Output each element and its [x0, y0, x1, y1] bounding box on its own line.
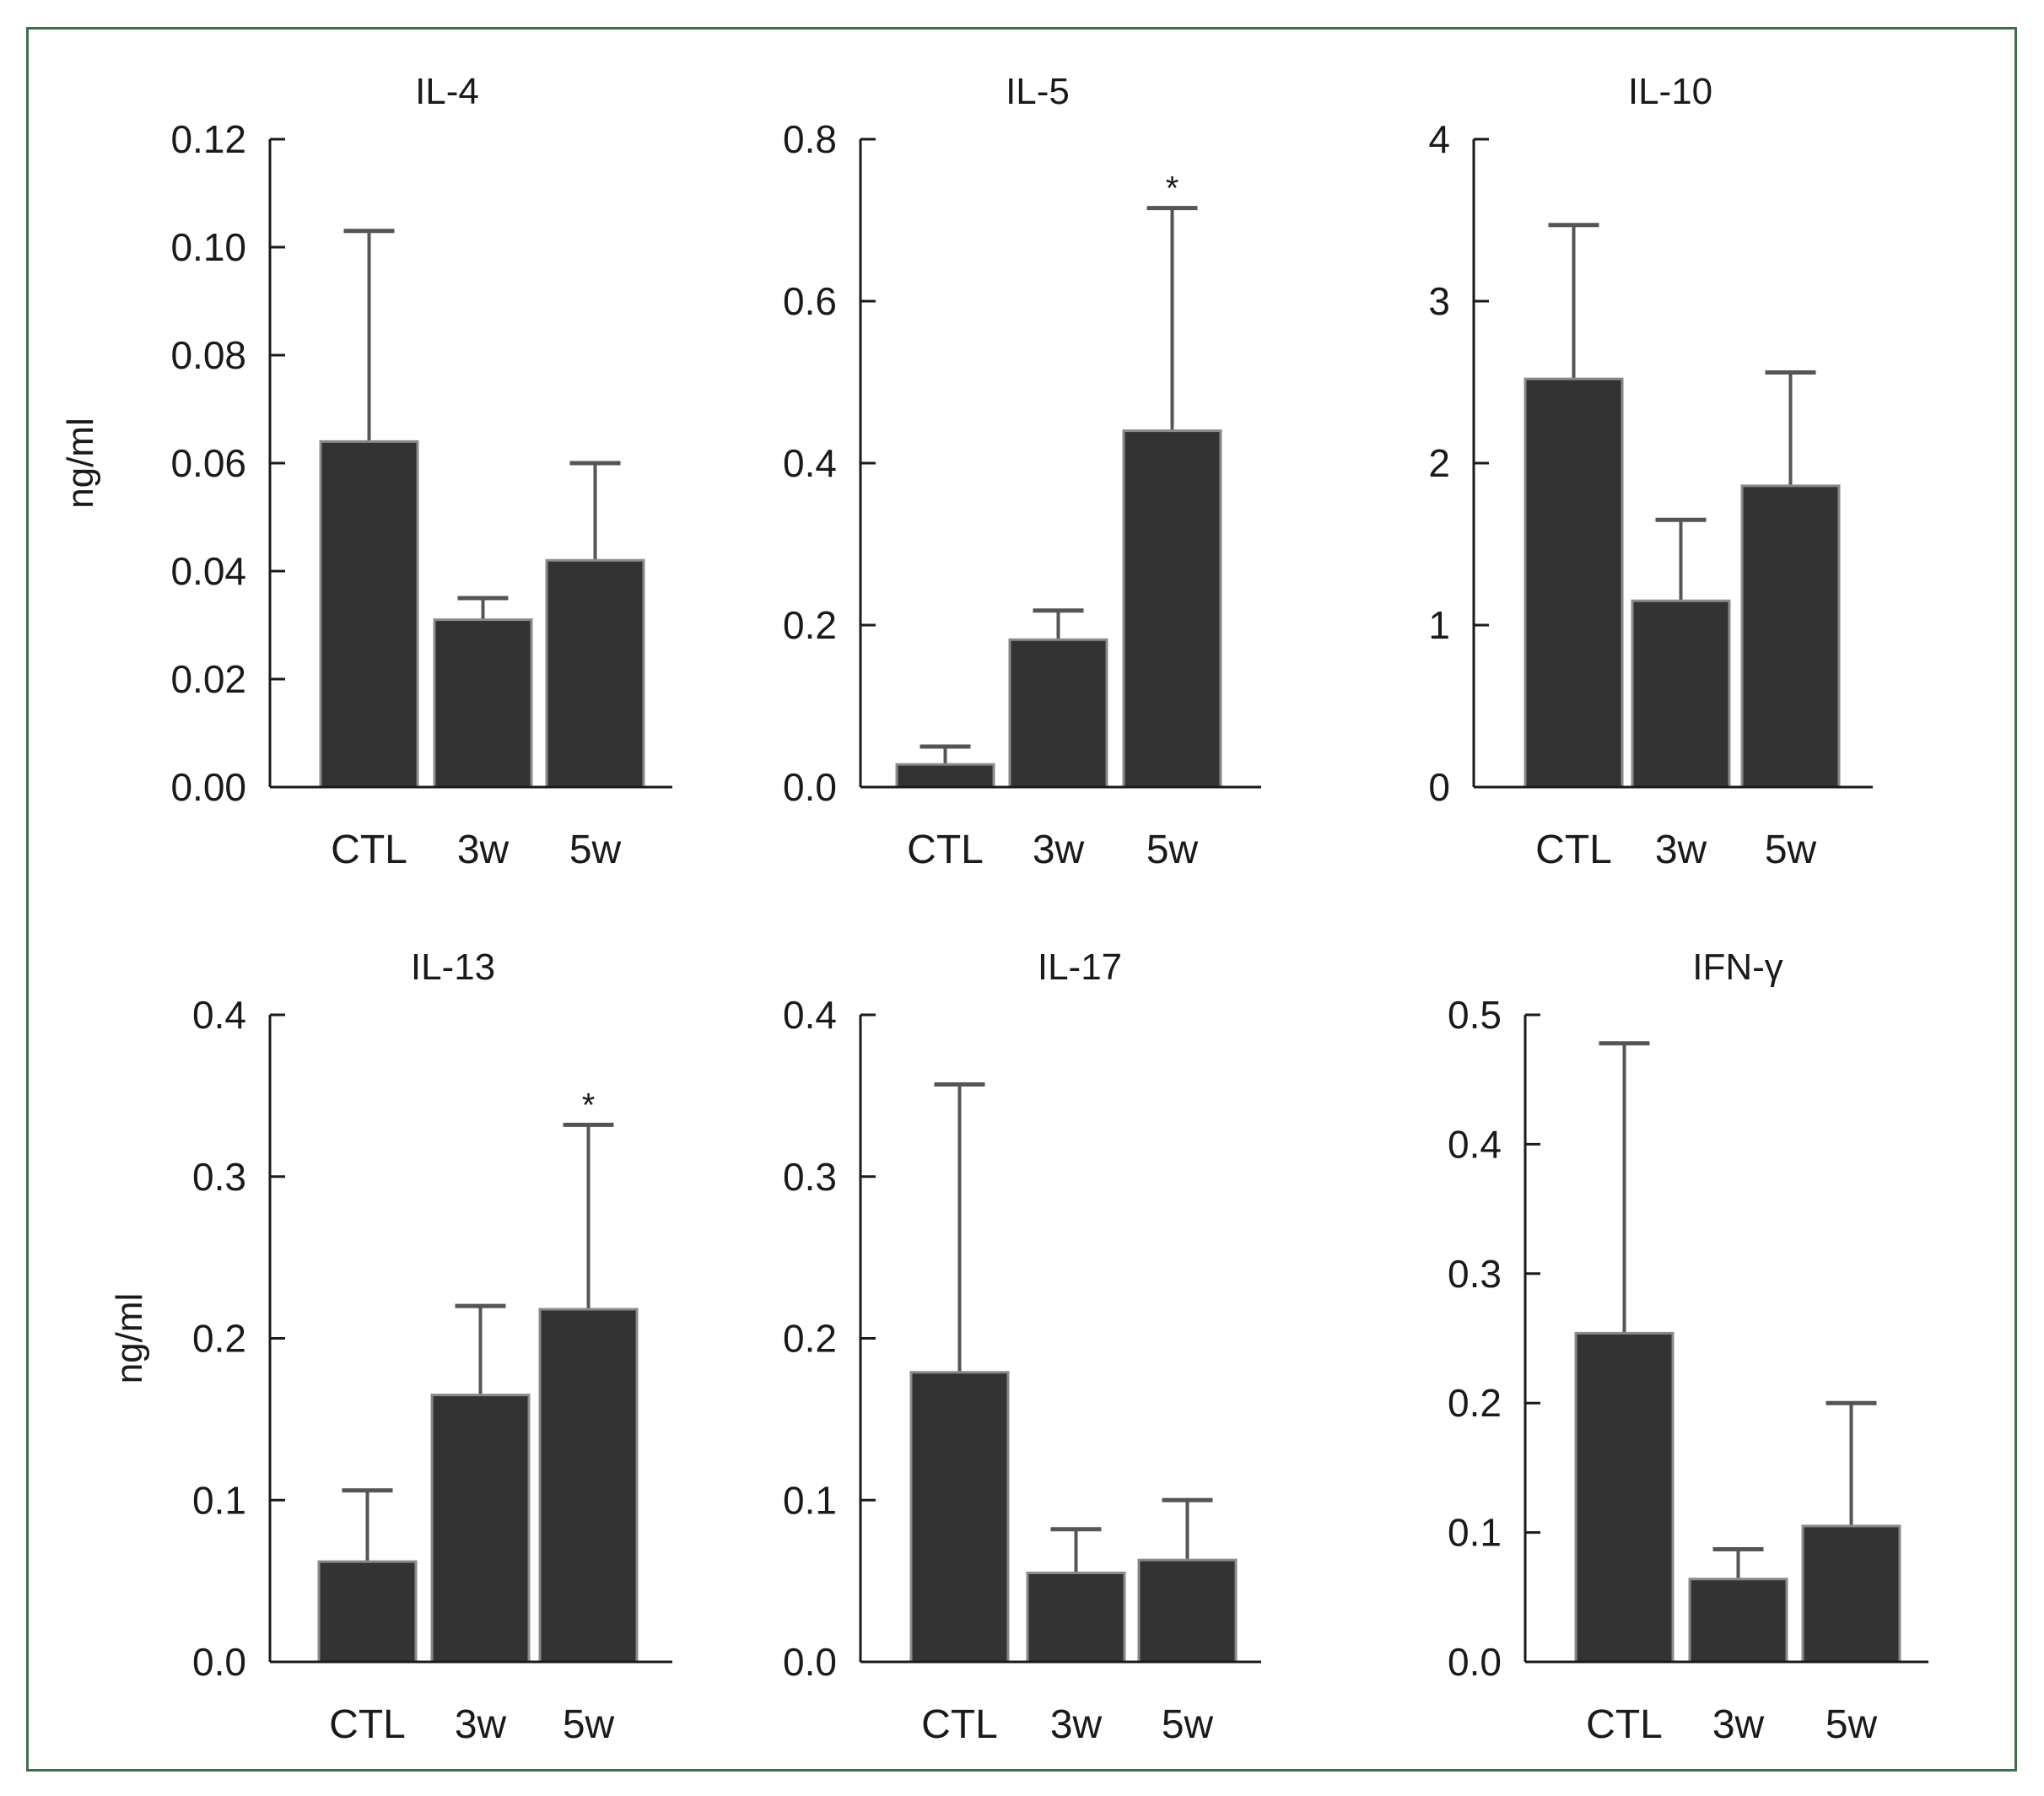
bar [1122, 429, 1222, 789]
chart-title: IL-17 [1038, 947, 1122, 988]
bar [1137, 1558, 1238, 1664]
panel-il-17: IL-17 CTL 3w 5w 0.0 0.1 0.2 0.3 0.4 [783, 947, 1261, 1747]
bar [538, 1308, 639, 1664]
chart-title: IFN-γ [1692, 947, 1783, 988]
y-tick-label: 3 [1428, 279, 1450, 323]
bar [1574, 1331, 1675, 1664]
y-tick-label: 0 [1428, 765, 1450, 809]
y-tick-label: 0.0 [783, 765, 837, 809]
y-tick-label: 0.08 [170, 333, 246, 377]
y-axis-label: ng/ml [60, 418, 101, 509]
bar [1631, 599, 1731, 789]
significance-marker: * [582, 1087, 596, 1124]
significance-marker: * [1166, 170, 1179, 208]
bar [433, 618, 533, 789]
x-tick-label: 5w [563, 1702, 615, 1747]
y-tick-label: 0.6 [783, 279, 837, 323]
y-tick-label: 0.0 [192, 1640, 246, 1684]
y-tick-label: 0.3 [192, 1155, 246, 1199]
y-tick-label: 0.4 [1448, 1122, 1502, 1166]
x-tick-label: CTL [907, 828, 984, 872]
y-tick-label: 0.4 [783, 441, 837, 485]
x-tick-label: 5w [1146, 828, 1199, 872]
y-tick-label: 0.0 [1448, 1640, 1502, 1684]
bar [895, 763, 995, 789]
x-tick-label: 5w [1162, 1702, 1214, 1747]
y-tick-label: 0.4 [192, 993, 246, 1037]
y-tick-label: 0.1 [783, 1478, 837, 1522]
figure-frame [26, 27, 2017, 1772]
x-tick-label: 3w [455, 1702, 507, 1747]
panel-il-10: IL-10 CTL 3w 5w 0 1 2 3 4 [1428, 71, 1873, 872]
x-tick-label: 3w [1033, 828, 1085, 872]
y-tick-label: 0.0 [783, 1640, 837, 1684]
x-tick-label: 5w [1826, 1702, 1878, 1747]
bar [430, 1394, 531, 1664]
bar [1008, 638, 1108, 789]
x-tick-label: 5w [1765, 828, 1817, 872]
bar [909, 1371, 1010, 1664]
y-tick-label: 0.10 [170, 225, 246, 269]
y-tick-label: 0.02 [170, 657, 246, 701]
y-tick-label: 0.06 [170, 441, 246, 485]
panel-il-5: IL-5 CTL 3w * 5w 0.0 0.2 0.4 0.6 0.8 [783, 71, 1261, 872]
chart-title: IL-13 [411, 947, 495, 988]
y-tick-label: 0.1 [192, 1478, 246, 1522]
x-tick-label: 5w [569, 828, 622, 872]
chart-title: IL-4 [415, 71, 479, 112]
y-tick-label: 2 [1428, 441, 1450, 485]
bar [1026, 1572, 1126, 1664]
bar [1801, 1524, 1901, 1664]
x-tick-label: CTL [1535, 828, 1612, 872]
y-tick-label: 0.00 [170, 765, 246, 809]
bar [317, 1560, 418, 1664]
y-tick-label: 0.04 [170, 549, 246, 593]
y-tick-label: 0.12 [170, 117, 246, 161]
bar [545, 558, 645, 789]
y-tick-label: 0.2 [1448, 1381, 1502, 1425]
panel-il-13: IL-13 ng/ml CTL 3w * 5w 0.0 0.1 0.2 0.3 0.4 [109, 947, 672, 1747]
x-tick-label: 3w [1050, 1702, 1103, 1747]
y-tick-label: 0.2 [783, 1317, 837, 1361]
y-tick-label: 0.4 [783, 993, 837, 1037]
x-tick-label: 3w [1712, 1702, 1765, 1747]
x-tick-label: CTL [1586, 1702, 1663, 1747]
bar [319, 440, 419, 789]
bar [1740, 484, 1841, 789]
bar [1688, 1578, 1788, 1664]
y-tick-label: 0.2 [192, 1317, 246, 1361]
y-tick-label: 1 [1428, 603, 1450, 647]
x-tick-label: 3w [1655, 828, 1707, 872]
y-tick-label: 0.3 [783, 1155, 837, 1199]
x-tick-label: CTL [331, 828, 407, 872]
x-tick-label: 3w [457, 828, 510, 872]
y-tick-label: 0.3 [1448, 1252, 1502, 1296]
y-tick-label: 4 [1428, 117, 1450, 161]
panel-ifn-: IFN-γ CTL 3w 5w 0.0 0.1 0.2 0.3 0.4 0.5 [1448, 947, 1928, 1747]
panel-il-4: IL-4 ng/ml CTL 3w 5w 0.00 0.02 0.04 0.06 0.08 0.10… [60, 71, 672, 872]
chart-title: IL-5 [1006, 71, 1070, 112]
x-tick-label: CTL [329, 1702, 406, 1747]
y-tick-label: 0.5 [1448, 993, 1502, 1037]
y-tick-label: 0.8 [783, 117, 837, 161]
chart-title: IL-10 [1628, 71, 1712, 112]
y-tick-label: 0.1 [1448, 1511, 1502, 1555]
x-tick-label: CTL [921, 1702, 998, 1747]
y-axis-label: ng/ml [109, 1293, 150, 1384]
bar [1524, 377, 1624, 789]
y-tick-label: 0.2 [783, 603, 837, 647]
